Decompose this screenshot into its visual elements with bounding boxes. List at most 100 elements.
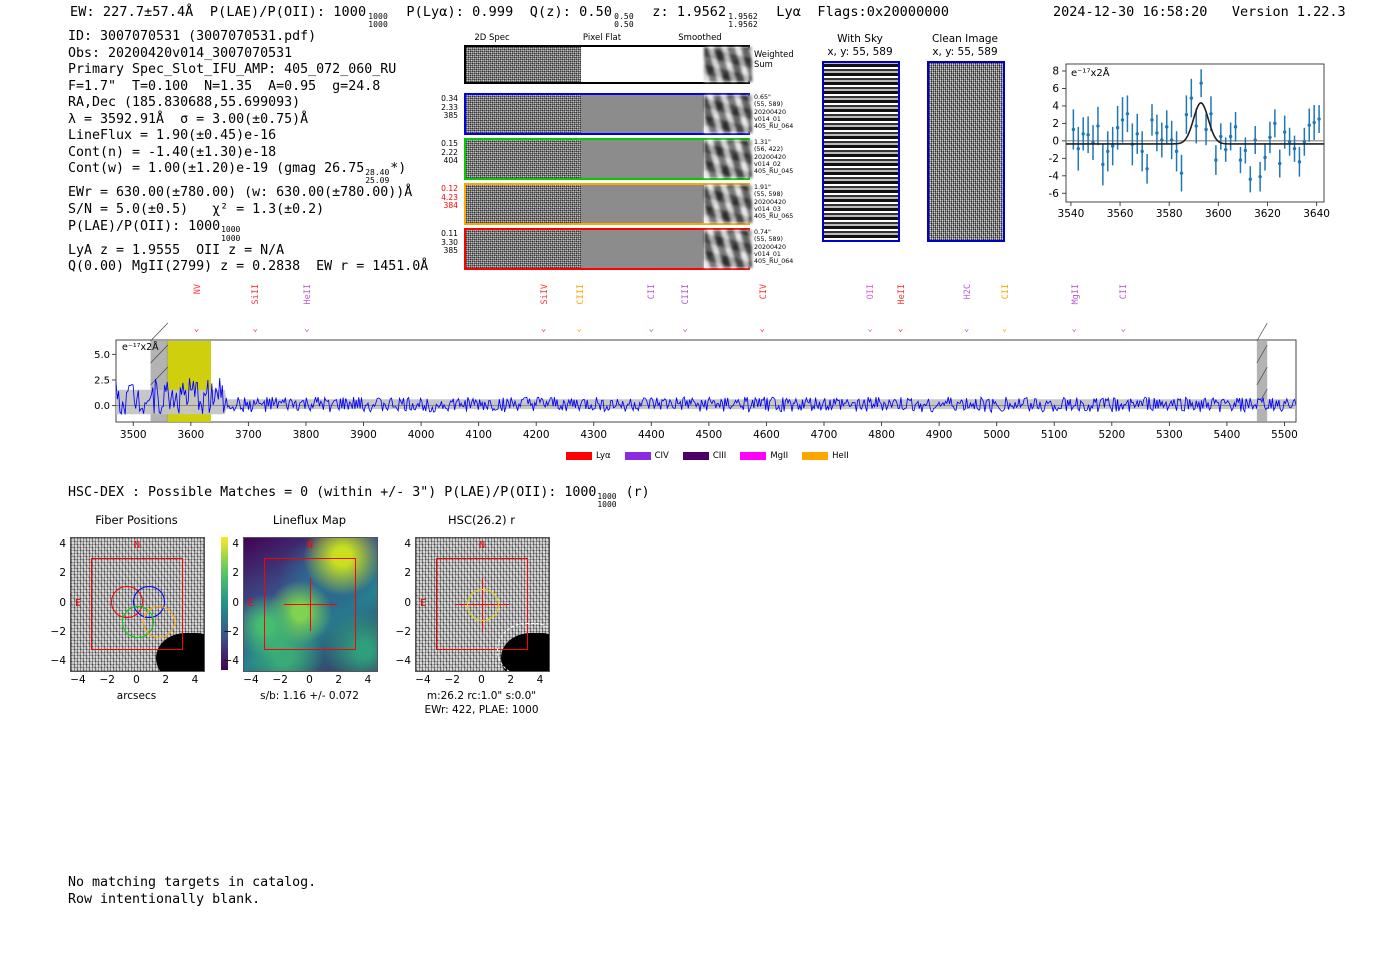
cutout-y-tick: −2 [223,625,239,638]
with-sky-coords: x, y: 55, 589 [827,46,893,58]
info-plae-fraction: 1000 1000 [221,225,241,243]
weighted-sum-pixel-flat-image [581,47,704,82]
emission-line-label: CII [1119,284,1130,300]
header-qz: Q(z): 0.50 [529,4,613,20]
emission-line-label: NV [192,284,203,295]
catalog-notes: No matching targets in catalog. Row inte… [68,874,316,908]
weighted-sum-2d-spec-image [466,47,581,82]
emission-line-tick: ⌄ [1120,324,1126,334]
legend-swatch [740,452,767,460]
cutout-caption-secondary: EWr: 422, PLAE: 1000 [424,704,539,716]
info-cont-w: Cont(w) = 1.00(±1.20)e-19 (gmag 26.75 28.… [68,161,407,186]
emission-line-tick: ⌄ [1071,324,1077,334]
fiber-strip [464,93,752,135]
with-sky-image [822,61,900,242]
two-d-spectrum-panels: 2D Spec Pixel Flat Smoothed Weighted Sum… [424,33,794,270]
emission-line-tick: ⌄ [867,324,873,334]
clean-image-image [927,61,1005,242]
compass-north-label: N [479,540,486,551]
svg-text:3580: 3580 [1156,208,1183,220]
emission-line-label: H2C [962,284,973,300]
info-cont-w-fraction: 28.40 25.09 [365,168,390,186]
emission-line-tick: ⌄ [252,324,258,334]
panel-title-pixel-flat: Pixel Flat [582,33,622,43]
fiber-pixel-flat-image [581,230,704,268]
cutout-x-tick: −2 [99,674,115,686]
info-lambda: λ = 3592.91Å σ = 3.00(±0.75)Å [68,111,309,127]
with-sky-title: With Sky [837,33,883,45]
dark-blob [156,633,204,671]
header-plae-poii-fraction: 1000 1000 [368,11,388,29]
fiber-metrics-left: 0.15 2.22 404 [441,139,458,166]
fiber-metadata-right: 1.91" (55, 598) 20200420 v014_03 405_RU_… [754,184,794,221]
cutout-x-tick: −4 [243,674,259,686]
legend-label: HeII [832,451,849,461]
fiber-metrics-left: 0.12 4.23 384 [441,184,458,211]
emission-line-tick: ⌄ [193,324,200,334]
emission-line-tick: ⌄ [897,324,904,334]
info-plae-poii: P(LAE)/P(OII): 1000 1000 1000 [68,218,241,243]
emission-line-tick: ⌄ [759,324,765,334]
clean-image-title: Clean Image [931,33,999,45]
svg-text:4100: 4100 [465,429,492,441]
legend-label: Lyα [596,451,611,461]
svg-text:4200: 4200 [523,429,550,441]
full-spectrum-svg: 0.0 2.5 5.0 3500 3600 3700 3800 3900 4000 4100 420… [94,322,1298,441]
svg-text:5200: 5200 [1098,429,1125,441]
cutout-caption-primary: arcsecs [116,690,157,702]
legend-item: Lyα [566,451,611,461]
ifu-footprint-box [436,558,528,650]
cutout-x-tick: −2 [444,674,460,686]
svg-text:4: 4 [1052,101,1059,113]
cutout-y-tick: 2 [404,567,411,580]
svg-text:4300: 4300 [580,429,607,441]
svg-text:3700: 3700 [235,429,262,441]
ifu-footprint-box [91,558,183,650]
fiber-pixel-flat-image [581,185,704,223]
cutout-x-tick: 2 [162,674,170,686]
svg-text:5300: 5300 [1156,429,1183,441]
legend-item: CIII [682,451,727,461]
info-seeing: F=1.7" T=0.100 N=1.35 A=0.95 g=24.8 [68,78,381,94]
fiber-metrics-left: 0.11 3.30 385 [441,229,458,256]
legend-swatch [566,452,592,460]
svg-text:e⁻¹⁷x2Å: e⁻¹⁷x2Å [122,341,159,353]
svg-text:5000: 5000 [983,429,1010,441]
emission-line-zoom-svg: 3540 3560 3580 3600 3620 3640 -6 -4 -2 0 2 4 6 8 e⁻¹⁷x… [1049,63,1330,220]
weighted-sum-strip [464,45,752,84]
info-ewr: EWr = 630.00(±780.00) (w: 630.00(±780.00… [68,185,413,201]
cutout-y-tick: 0 [59,596,66,609]
notes-line-1: No matching targets in catalog. [68,875,317,890]
cutout-y-tick: −2 [50,625,66,638]
svg-text:3800: 3800 [293,429,320,441]
svg-text:3540: 3540 [1058,208,1085,220]
lineflux-colorbar [221,537,228,670]
cutout-x-tick: −2 [272,674,288,686]
emission-line-tick: ⌄ [963,324,970,334]
legend-item: MgII [740,451,788,461]
emission-line-label: CIV [758,284,769,300]
info-obs: Obs: 20200420v014_3007070531 [68,45,293,61]
panel-title-smoothed: Smoothed [678,33,722,43]
legend-item: HeII [802,451,849,461]
fiber-2d-spec-image [466,230,581,268]
cutout-x-tick: 0 [478,674,485,686]
cutout-x-tick: 2 [507,674,515,686]
weighted-sum-smoothed-image [704,47,752,82]
legend-label: CIII [712,451,727,461]
spectrum-legend: Lyα CIV CIII MgII HeII [566,451,849,461]
emission-line-label: CIII [575,284,586,305]
cutout-x-tick: −4 [415,674,431,686]
compass-east-label: E [75,598,82,609]
legend-swatch [802,452,829,460]
cutout-y-tick: 2 [59,567,66,580]
svg-text:3900: 3900 [350,429,377,441]
fiber-metrics-left: 0.34 2.33 385 [441,94,458,121]
source-info-block: ID: 3007070531 (3007070531.pdf) Obs: 202… [68,29,428,276]
emission-line-tick: ⌄ [540,324,547,334]
cutout-y-tick: 4 [59,538,66,550]
cutout-y-tick: −4 [395,655,411,667]
